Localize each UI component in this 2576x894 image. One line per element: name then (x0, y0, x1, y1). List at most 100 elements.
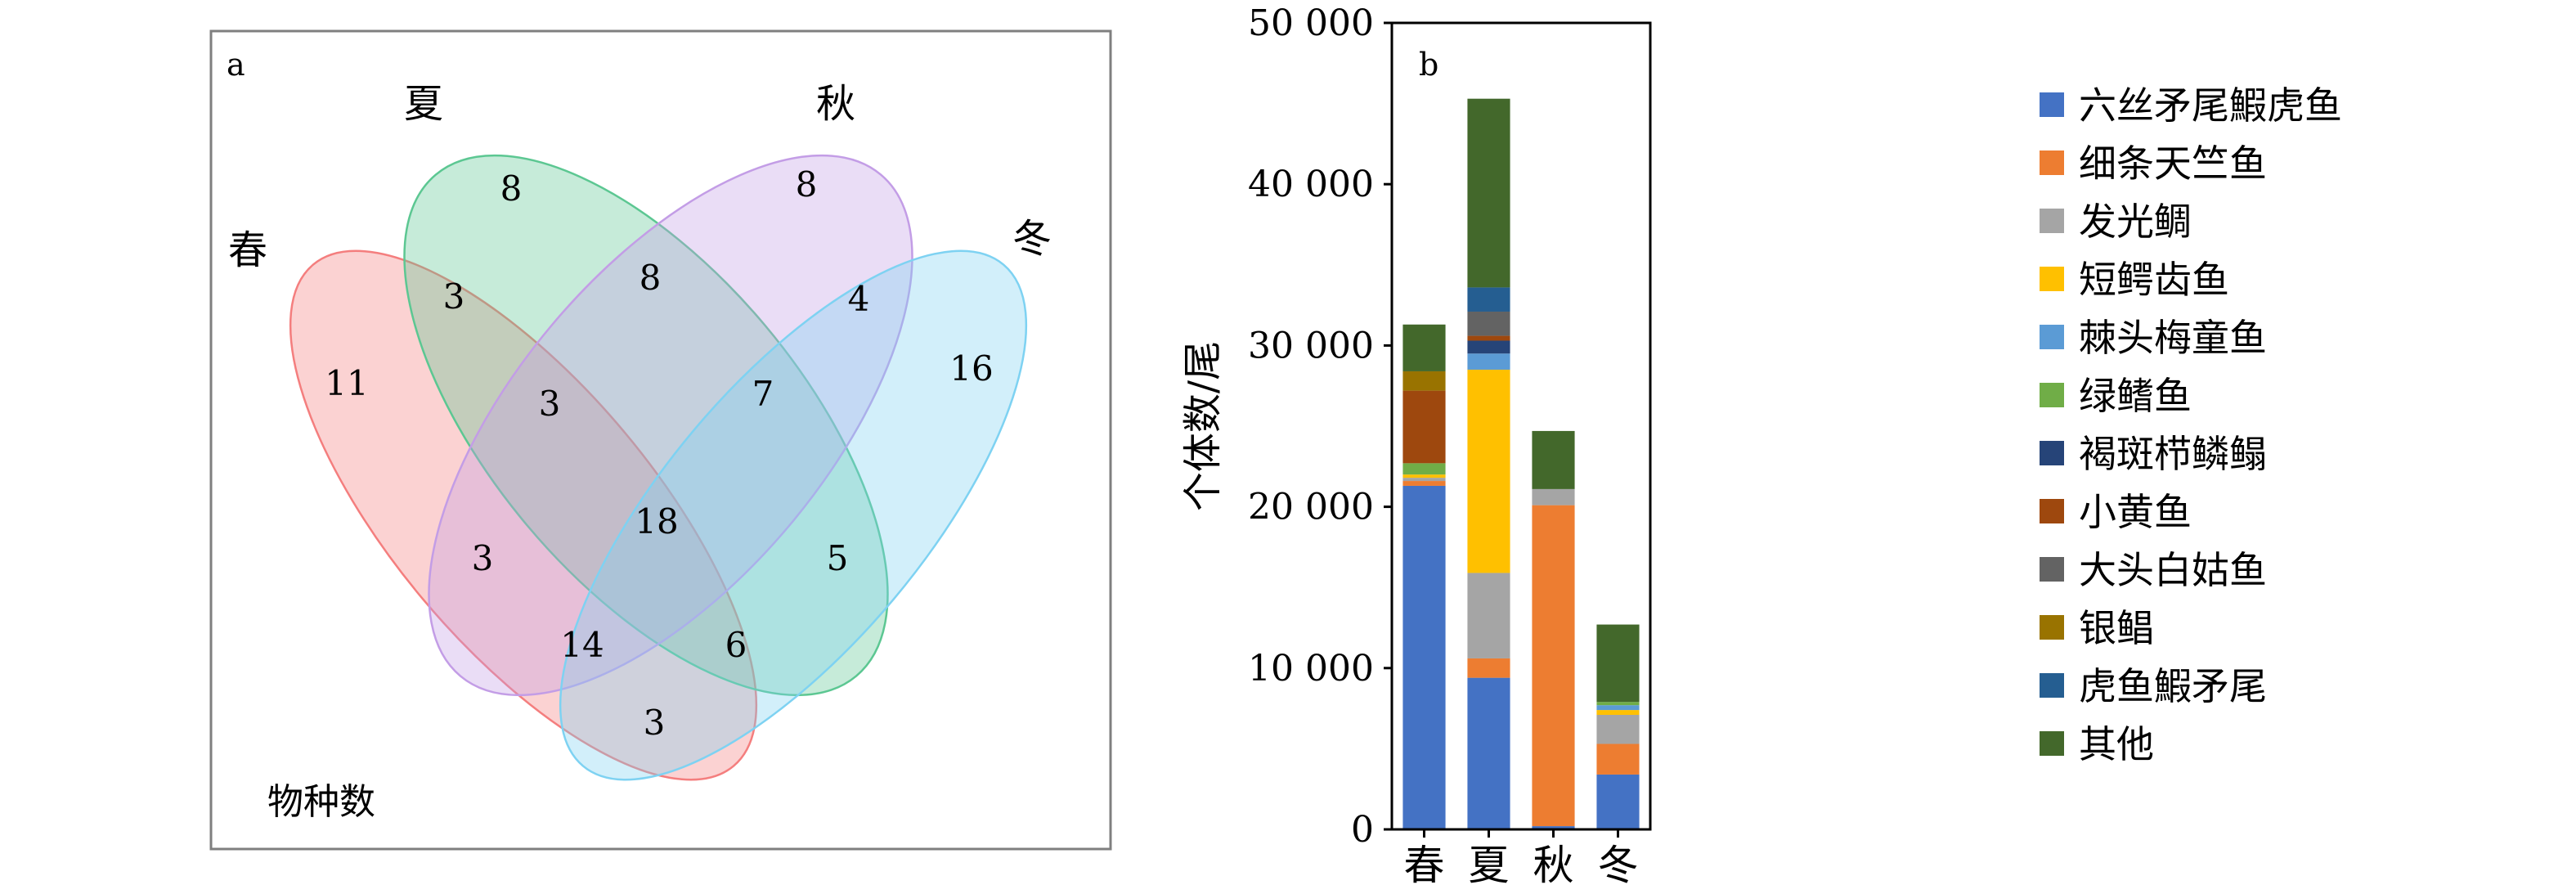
bar-segment (1467, 369, 1510, 573)
venn-count-autumn-winter: 4 (848, 279, 870, 319)
legend-label: 虎鱼鰕矛尾 (2079, 664, 2267, 708)
venn-ellipse-summer (403, 154, 889, 697)
bar-segment (1532, 826, 1575, 829)
venn-count-spring-summer: 3 (443, 276, 465, 317)
venn-panel-label: a (227, 47, 245, 83)
legend-label: 棘头梅童鱼 (2079, 316, 2267, 360)
bar-panel-label: b (1419, 47, 1438, 83)
legend-swatch (2040, 150, 2064, 175)
legend-swatch (2040, 441, 2064, 465)
legend-swatch (2040, 673, 2064, 698)
bar-panel: b 0 10 000 20 000 30 000 40 000 50 000 春夏秋冬 个… (1180, 2, 2342, 889)
bar-segment (1532, 505, 1575, 827)
bar-segment (1402, 474, 1446, 478)
venn-label-winter: 冬 (1012, 216, 1052, 262)
bar-segment (1467, 573, 1510, 658)
bar-segment (1596, 744, 1640, 775)
legend-swatch (2040, 499, 2064, 523)
legend-label: 褐斑栉鳞鳎 (2079, 432, 2267, 476)
venn-label-spring: 春 (228, 227, 267, 273)
venn-count-summer-autumn-winter: 7 (752, 374, 774, 414)
venn-count-all-four: 18 (635, 501, 678, 541)
x-tick-label: 冬 (1598, 842, 1639, 889)
plot-frame (1390, 21, 1652, 831)
y-tick-label: 30 000 (1248, 325, 1374, 366)
legend-swatch (2040, 92, 2064, 117)
legend-label: 其他 (2079, 722, 2154, 766)
venn-set-labels: 春 夏 秋 冬 (228, 81, 1052, 273)
venn-count-summer-only: 8 (500, 168, 523, 209)
bar-segment (1467, 311, 1510, 336)
x-tick-label: 夏 (1469, 842, 1510, 889)
bar-segments (1402, 98, 1640, 829)
venn-count-spring-autumn: 3 (472, 538, 494, 578)
bar-segment (1532, 488, 1575, 505)
venn-count-summer-autumn: 8 (640, 258, 662, 298)
legend: 六丝矛尾鰕虎鱼细条天竺鱼发光鲷短鳄齿鱼棘头梅童鱼绿鳍鱼褐斑栉鳞鳎小黄鱼大头白姑鱼… (2040, 83, 2342, 766)
venn-ellipse-winter (559, 249, 1028, 781)
bar-segment (1402, 390, 1446, 464)
bar-segment (1467, 335, 1510, 341)
legend-swatch (2040, 615, 2064, 640)
venn-region-counts: 11 8 8 16 3 8 4 3 7 18 3 5 14 6 3 (325, 164, 993, 743)
venn-frame (209, 29, 1112, 851)
bar-segment (1402, 485, 1446, 829)
x-axis-labels: 春夏秋冬 (1404, 829, 1639, 889)
legend-swatch (2040, 731, 2064, 756)
x-tick-label: 秋 (1533, 842, 1574, 889)
legend-swatch (2040, 557, 2064, 582)
venn-count-spring-winter: 3 (644, 703, 666, 743)
x-tick-label: 春 (1404, 842, 1445, 889)
bar-segment (1467, 287, 1510, 312)
bar-segment (1596, 714, 1640, 744)
bar-segment (1467, 353, 1510, 370)
legend-swatch (2040, 383, 2064, 407)
bar-segment (1402, 478, 1446, 482)
y-tick-label: 10 000 (1248, 648, 1374, 690)
venn-label-autumn: 秋 (816, 81, 855, 127)
legend-swatch (2040, 209, 2064, 233)
legend-label: 发光鲷 (2079, 200, 2192, 244)
legend-label: 短鳄齿鱼 (2079, 258, 2229, 302)
legend-label: 银鲳 (2079, 606, 2154, 650)
bar-segment (1467, 98, 1510, 288)
bar-segment (1596, 710, 1640, 715)
venn-panel: a 春 夏 秋 冬 11 8 8 16 3 8 4 3 7 18 3 5 14 (209, 29, 1112, 851)
bar-segment (1596, 774, 1640, 829)
y-tick-label: 50 000 (1248, 2, 1374, 44)
venn-caption: 物种数 (267, 781, 375, 823)
venn-count-summer-winter: 5 (827, 538, 849, 578)
bar-segment (1596, 705, 1640, 711)
legend-swatch (2040, 267, 2064, 291)
bar-segment (1467, 658, 1510, 678)
bar-segment (1402, 371, 1446, 391)
venn-count-autumn-only: 8 (796, 164, 818, 204)
y-axis-label: 个体数/尾 (1180, 341, 1226, 511)
y-tick-label: 0 (1351, 809, 1374, 851)
y-axis-ticks: 0 10 000 20 000 30 000 40 000 50 000 (1248, 2, 1392, 851)
bar-segment (1402, 324, 1446, 371)
venn-count-spring-summer-autumn: 3 (539, 384, 561, 424)
bar-segment (1596, 624, 1640, 703)
venn-ellipse-autumn (428, 154, 913, 697)
bar-segment (1596, 702, 1640, 706)
venn-ellipse-spring (289, 249, 758, 781)
venn-ellipses (289, 154, 1028, 781)
bar-segment (1467, 340, 1510, 354)
venn-label-summer: 夏 (404, 81, 443, 127)
venn-count-spring-autumn-winter: 14 (560, 625, 604, 665)
legend-label: 绿鳍鱼 (2079, 374, 2192, 418)
venn-count-spring-only: 11 (325, 363, 368, 403)
legend-label: 细条天竺鱼 (2079, 142, 2267, 186)
venn-count-spring-summer-winter: 6 (725, 625, 747, 665)
legend-swatch (2040, 325, 2064, 349)
y-tick-label: 20 000 (1248, 487, 1374, 528)
legend-label: 六丝矛尾鰕虎鱼 (2079, 83, 2342, 128)
bar-segment (1402, 481, 1446, 486)
legend-label: 大头白姑鱼 (2079, 548, 2267, 592)
bar-segment (1467, 677, 1510, 829)
venn-count-winter-only: 16 (949, 348, 993, 389)
bar-segment (1402, 463, 1446, 475)
legend-label: 小黄鱼 (2079, 490, 2192, 534)
